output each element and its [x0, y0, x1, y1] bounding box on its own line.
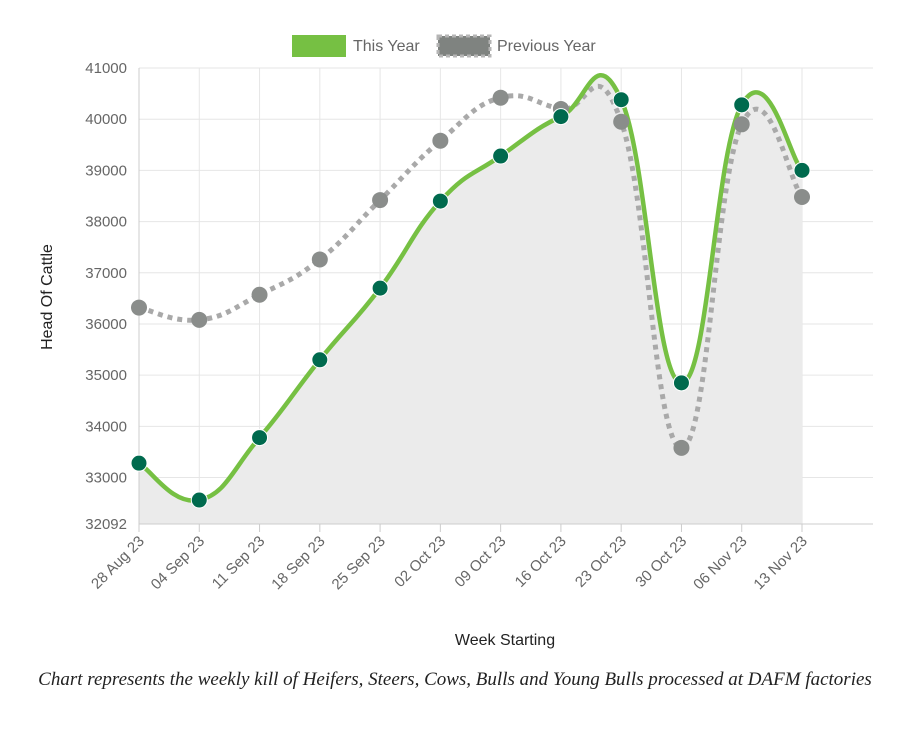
x-tick-label: 28 Aug 23 — [88, 533, 148, 593]
axes — [138, 68, 873, 532]
x-tick-label: 23 Oct 23 — [572, 533, 630, 591]
this-year-point — [371, 279, 389, 297]
previous-year-point — [251, 286, 268, 303]
x-tick-label: 04 Sep 23 — [148, 533, 208, 593]
this-year-point — [552, 108, 570, 126]
previous-year-point — [432, 132, 449, 149]
series-points — [130, 89, 811, 509]
previous-year-line — [138, 83, 805, 451]
y-tick-label: 37000 — [85, 265, 127, 282]
previous-year-point — [131, 299, 147, 316]
this-year-point — [733, 96, 751, 114]
line-chart: 32092 33000 34000 35000 36000 37000 38000 39000… — [39, 34, 873, 649]
legend-label-this-year: This Year — [353, 38, 420, 55]
y-tick-label: 32092 — [85, 516, 127, 533]
this-year-point — [793, 161, 811, 179]
x-tick-label: 11 Sep 23 — [209, 533, 269, 593]
legend-swatch-this-year — [292, 35, 346, 57]
x-tick-label: 13 Nov 23 — [750, 533, 810, 593]
x-tick-label: 30 Oct 23 — [632, 533, 690, 591]
previous-year-point — [372, 192, 389, 209]
y-tick-label: 34000 — [85, 418, 127, 435]
x-tick-label: 06 Nov 23 — [690, 533, 750, 593]
x-tick-label: 16 Oct 23 — [512, 533, 570, 591]
this-year-point — [612, 91, 630, 109]
y-tick-label: 40000 — [85, 111, 127, 128]
chart-caption: Chart represents the weekly kill of Heif… — [38, 669, 872, 690]
previous-year-point — [673, 439, 690, 456]
previous-year-point — [191, 311, 208, 328]
this-year-point — [431, 192, 449, 210]
y-tick-label: 39000 — [85, 162, 127, 179]
x-tick-label: 02 Oct 23 — [391, 533, 449, 591]
y-tick-label: 33000 — [85, 470, 127, 487]
this-year-point — [130, 454, 148, 472]
previous-year-point — [733, 116, 750, 133]
previous-year-point — [613, 113, 630, 130]
x-tick-label: 25 Sep 23 — [329, 533, 389, 593]
area-fill — [139, 75, 802, 524]
legend[interactable]: This Year Previous Year — [292, 34, 596, 58]
this-year-point — [492, 147, 510, 165]
previous-year-point — [794, 188, 810, 205]
legend-label-previous-year: Previous Year — [497, 38, 596, 55]
y-tick-label: 36000 — [85, 316, 127, 333]
this-year-area — [139, 75, 802, 524]
this-year-point — [251, 429, 269, 447]
legend-swatch-previous-year — [436, 34, 492, 58]
this-year-point — [672, 374, 690, 392]
x-axis-title: Week Starting — [455, 632, 555, 649]
x-tick-label: 09 Oct 23 — [451, 533, 509, 591]
y-tick-label: 38000 — [85, 214, 127, 231]
this-year-point — [311, 351, 329, 369]
x-tick-label: 18 Sep 23 — [268, 533, 328, 593]
previous-year-point — [311, 251, 328, 268]
previous-year-point — [492, 89, 509, 106]
y-axis-title: Head Of Cattle — [39, 244, 56, 350]
this-year-point — [190, 491, 208, 509]
y-tick-label: 35000 — [85, 367, 127, 384]
y-tick-label: 41000 — [85, 60, 127, 77]
